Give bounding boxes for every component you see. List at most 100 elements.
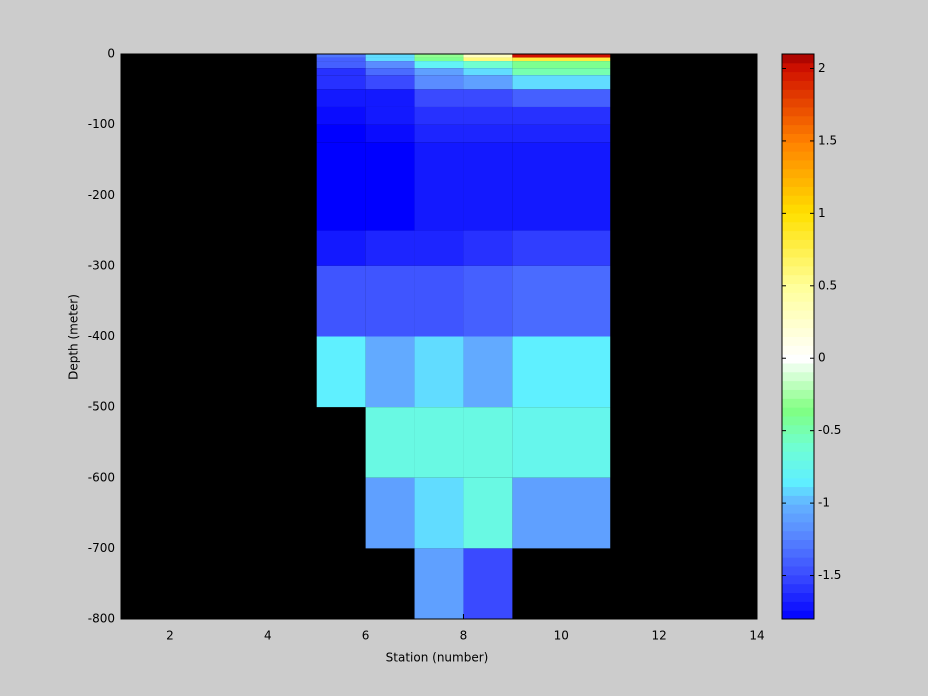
colorbar-tick-label: 1.5: [818, 133, 837, 147]
colorbar-segment: [782, 248, 814, 258]
colorbar-segment: [782, 195, 814, 205]
heatmap-cell: [512, 57, 611, 62]
colorbar-segment: [782, 151, 814, 161]
colorbar-segment: [782, 204, 814, 214]
heatmap-cell: [463, 265, 513, 337]
heatmap-cell: [365, 124, 415, 143]
y-tick-label: -200: [88, 188, 115, 202]
y-tick-label: -500: [88, 400, 115, 414]
x-tick-label: 4: [264, 629, 272, 643]
colorbar-segment: [782, 442, 814, 452]
colorbar-segment: [782, 539, 814, 549]
colorbar-segment: [782, 98, 814, 108]
colorbar-segment: [782, 310, 814, 320]
x-tick-label: 12: [652, 629, 667, 643]
colorbar-segment: [782, 415, 814, 426]
colorbar-segment: [782, 574, 814, 585]
colorbar-segment: [782, 106, 814, 117]
heatmap-cell: [414, 407, 464, 478]
heatmap-cell: [414, 548, 464, 619]
heatmap-cell: [512, 106, 611, 125]
heatmap-cell: [463, 142, 513, 231]
heatmap-cell: [463, 106, 513, 125]
colorbar-tick-label: 0: [818, 351, 826, 365]
heatmap-cell: [365, 89, 415, 107]
colorbar-tick-label: -0.5: [818, 423, 841, 437]
colorbar-segment: [782, 468, 814, 479]
heatmap-cell: [512, 61, 611, 69]
colorbar-segment: [782, 54, 814, 64]
colorbar-segment: [782, 566, 814, 576]
heatmap-cell: [414, 89, 464, 107]
heatmap-cell: [512, 336, 611, 408]
colorbar-segment: [782, 115, 814, 126]
colorbar-segment: [782, 477, 814, 488]
heatmap-cell: [463, 57, 513, 62]
colorbar-segment: [782, 212, 814, 223]
heatmap-cell: [463, 407, 513, 478]
colorbar-segment: [782, 62, 814, 73]
heatmap-cell: [414, 61, 464, 69]
x-tick-label: 14: [749, 629, 764, 643]
heatmap-cell: [365, 75, 415, 90]
colorbar-segment: [782, 362, 814, 373]
heatmap-cell: [316, 75, 366, 90]
colorbar-segment: [782, 610, 814, 620]
heatmap-cell: [512, 54, 611, 58]
heatmap-cell: [463, 68, 513, 76]
heatmap-cell: [463, 336, 513, 408]
heatmap-cell: [463, 477, 513, 549]
colorbar-segment: [782, 318, 814, 329]
heatmap-cell: [512, 68, 611, 76]
heatmap-cell: [316, 61, 366, 69]
heatmap-cell: [414, 477, 464, 549]
heatmap-cell: [414, 230, 464, 266]
colorbar-segment: [782, 460, 814, 470]
x-axis-label: Station (number): [386, 651, 489, 665]
heatmap-cell: [365, 54, 415, 58]
heatmap-cell: [316, 106, 366, 125]
colorbar-segment: [782, 239, 814, 249]
x-tick-label: 6: [362, 629, 370, 643]
colorbar-tick-label: -1: [818, 496, 830, 510]
heatmap-cell: [414, 142, 464, 231]
colorbar-tick-label: 0.5: [818, 278, 837, 292]
colorbar-segment: [782, 495, 814, 505]
colorbar-segment: [782, 265, 814, 276]
heatmap-cell: [512, 407, 611, 478]
colorbar-segment: [782, 530, 814, 541]
heatmap-cell: [414, 57, 464, 62]
y-tick-label: -100: [88, 117, 115, 131]
colorbar-segment: [782, 407, 814, 417]
colorbar-tick-label: 1: [818, 206, 826, 220]
heatmap-cell: [463, 75, 513, 90]
heatmap-cell: [316, 68, 366, 76]
heatmap-cell: [316, 265, 366, 337]
heatmap-cell: [414, 336, 464, 408]
colorbar-segment: [782, 186, 814, 196]
heatmap-cell: [316, 89, 366, 107]
heatmap-cell: [414, 124, 464, 143]
y-tick-label: -400: [88, 329, 115, 343]
colorbar-segment: [782, 504, 814, 514]
colorbar-segment: [782, 71, 814, 81]
x-tick-label: 2: [166, 629, 174, 643]
colorbar-segment: [782, 433, 814, 443]
colorbar-segment: [782, 424, 814, 435]
y-tick-label: -600: [88, 470, 115, 484]
colorbar-segment: [782, 548, 814, 558]
heatmap-cell: [463, 230, 513, 266]
y-tick-label: -700: [88, 541, 115, 555]
colorbar-tick-label: -1.5: [818, 568, 841, 582]
colorbar-segment: [782, 521, 814, 532]
heatmap-cell: [414, 54, 464, 58]
colorbar-segment: [782, 327, 814, 337]
x-tick-label: 10: [554, 629, 569, 643]
colorbar-segment: [782, 292, 814, 302]
heatmap-cell: [365, 407, 415, 478]
colorbar-segment: [782, 354, 814, 364]
heatmap-cell: [463, 89, 513, 107]
heatmap-cell: [512, 75, 611, 90]
